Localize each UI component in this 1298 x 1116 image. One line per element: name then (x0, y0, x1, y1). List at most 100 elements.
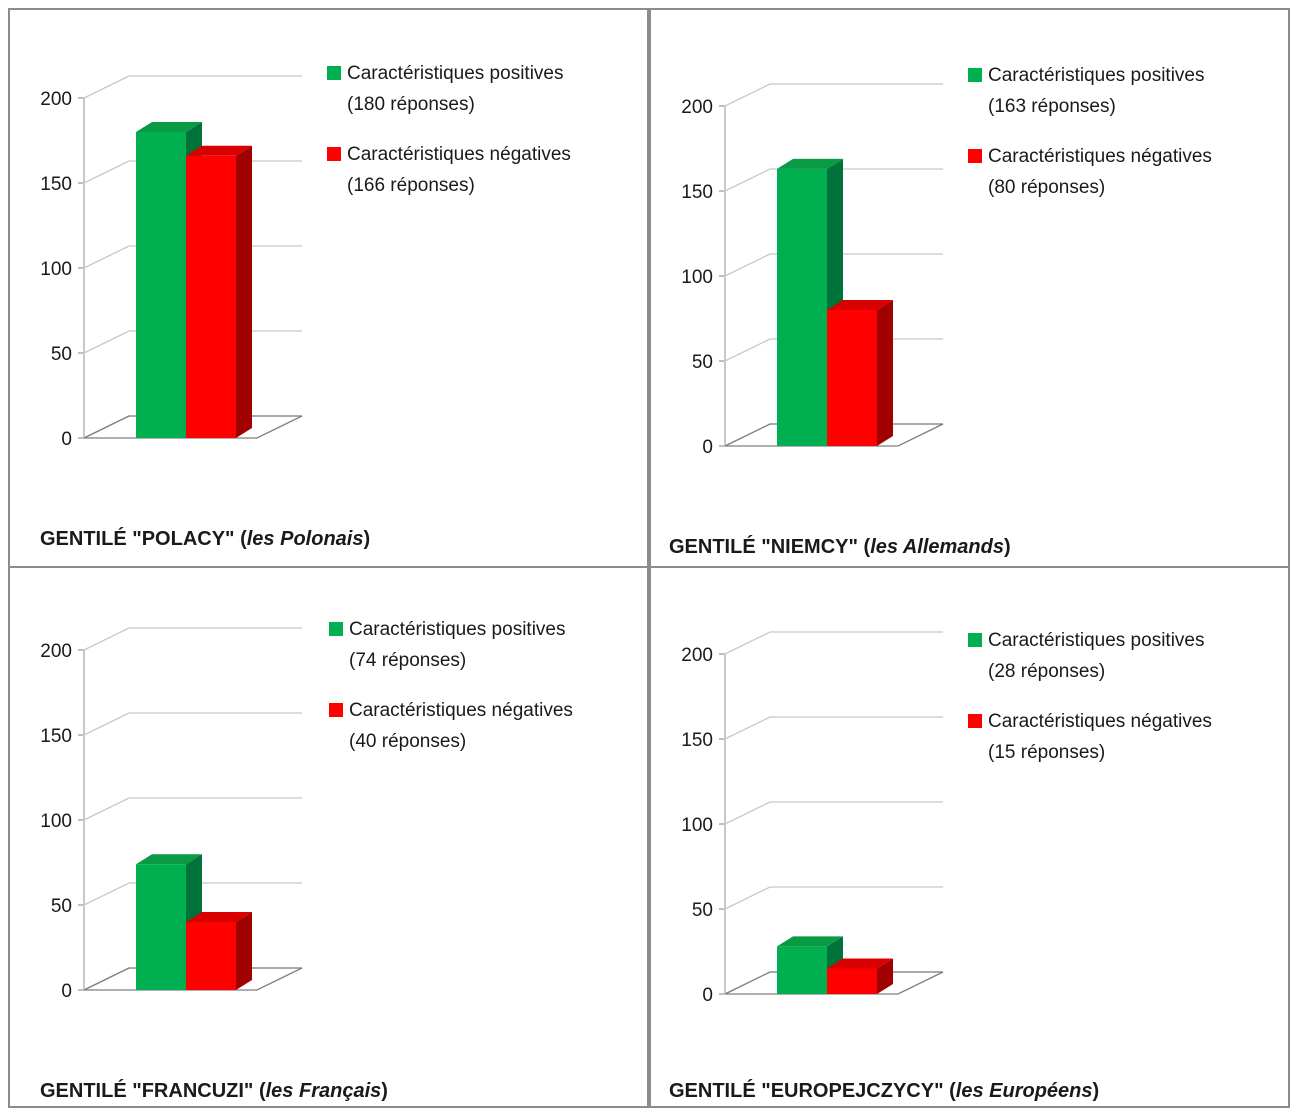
legend-swatch-positive (968, 633, 982, 647)
y-tick-label: 0 (702, 985, 713, 1006)
legend-count-negative: (80 réponses) (988, 172, 1212, 203)
legend-label-negative: Caractéristiques négatives (347, 139, 571, 170)
gridline-side (725, 254, 770, 276)
bar-side (877, 300, 893, 446)
legend-label-negative: Caractéristiques négatives (988, 706, 1212, 737)
legend-count-positive: (163 réponses) (988, 91, 1212, 122)
chart-panel-europejczycy: 0 50 100 150 200 Caractéristiques positives … (649, 566, 1290, 1108)
y-tick-label: 150 (40, 726, 72, 747)
gridline-side (84, 798, 129, 820)
gridline-side (84, 76, 129, 98)
chart-title-suffix: ) (363, 528, 370, 550)
chart-legend: Caractéristiques positives (180 réponses… (327, 58, 571, 220)
chart-legend: Caractéristiques positives (28 réponses)… (968, 625, 1212, 787)
y-tick-label: 0 (61, 981, 72, 1002)
chart-title-prefix: GENTILÉ "EUROPEJCZYCY" ( (669, 1080, 956, 1102)
gridline-side (725, 84, 770, 106)
chart-panel-francuzi: 0 50 100 150 200 Caractéristiques positives … (8, 566, 649, 1108)
bar-side (236, 146, 252, 438)
bar-positive (136, 864, 186, 990)
legend-item-positive: Caractéristiques positives (163 réponses… (968, 60, 1212, 122)
y-tick-label: 200 (40, 641, 72, 662)
legend-item-positive: Caractéristiques positives (74 réponses) (329, 614, 573, 676)
y-tick-label: 100 (681, 267, 713, 288)
legend-item-negative: Caractéristiques négatives (166 réponses… (327, 139, 571, 201)
gridline-side (84, 331, 129, 353)
legend-swatch-negative (327, 147, 341, 161)
bar-negative (186, 156, 236, 438)
bar-negative (186, 922, 236, 990)
legend-item-positive: Caractéristiques positives (28 réponses) (968, 625, 1212, 687)
legend-swatch-positive (329, 622, 343, 636)
chart-legend: Caractéristiques positives (74 réponses)… (329, 614, 573, 776)
chart-title-suffix: ) (1093, 1080, 1100, 1102)
legend-label-positive: Caractéristiques positives (349, 614, 573, 645)
legend-label-positive: Caractéristiques positives (347, 58, 571, 89)
bar-side (236, 912, 252, 990)
gridline-side (84, 713, 129, 735)
gridline-side (725, 339, 770, 361)
chart-title-italic: les Allemands (870, 536, 1004, 558)
y-tick-label: 150 (40, 174, 72, 195)
legend-count-positive: (180 réponses) (347, 89, 571, 120)
legend-swatch-negative (329, 703, 343, 717)
gridline-side (725, 802, 770, 824)
legend-count-negative: (15 réponses) (988, 737, 1212, 768)
legend-item-negative: Caractéristiques négatives (15 réponses) (968, 706, 1212, 768)
chart-title-italic: les Polonais (247, 528, 364, 550)
y-tick-label: 0 (702, 437, 713, 458)
y-tick-label: 200 (40, 89, 72, 110)
chart-title-prefix: GENTILÉ "NIEMCY" ( (669, 536, 870, 558)
legend-label-negative: Caractéristiques négatives (349, 695, 573, 726)
y-tick-label: 50 (51, 344, 72, 365)
y-tick-label: 50 (692, 900, 713, 921)
legend-item-positive: Caractéristiques positives (180 réponses… (327, 58, 571, 120)
gridline-side (725, 717, 770, 739)
chart-panel-niemcy: 0 50 100 150 200 Caractéristiques positives … (649, 8, 1290, 568)
legend-swatch-negative (968, 149, 982, 163)
legend-label-positive: Caractéristiques positives (988, 60, 1212, 91)
y-tick-label: 200 (681, 645, 713, 666)
gridline-side (84, 246, 129, 268)
legend-swatch-positive (968, 68, 982, 82)
chart-title: GENTILÉ "NIEMCY" (les Allemands) (669, 536, 1011, 559)
y-tick-label: 150 (681, 730, 713, 751)
bar-negative (827, 969, 877, 995)
chart-title-italic: les Français (266, 1080, 382, 1102)
chart-title-suffix: ) (381, 1080, 388, 1102)
gridline-side (84, 628, 129, 650)
y-tick-label: 0 (61, 429, 72, 450)
gridline-side (84, 161, 129, 183)
gridline-side (725, 887, 770, 909)
y-tick-label: 200 (681, 97, 713, 118)
legend-count-negative: (166 réponses) (347, 170, 571, 201)
chart-title: GENTILÉ "POLACY" (les Polonais) (40, 528, 370, 551)
chart-legend: Caractéristiques positives (163 réponses… (968, 60, 1212, 222)
bar-positive (777, 169, 827, 446)
chart-title-prefix: GENTILÉ "POLACY" ( (40, 528, 247, 550)
chart-title-suffix: ) (1004, 536, 1011, 558)
bar-positive (777, 946, 827, 994)
chart-panel-polacy: 0 50 100 150 200 Caractéristiques positives … (8, 8, 649, 568)
chart-title: GENTILÉ "EUROPEJCZYCY" (les Européens) (669, 1080, 1099, 1103)
legend-item-negative: Caractéristiques négatives (80 réponses) (968, 141, 1212, 203)
y-tick-label: 150 (681, 182, 713, 203)
legend-label-positive: Caractéristiques positives (988, 625, 1212, 656)
gridline-side (84, 883, 129, 905)
legend-swatch-negative (968, 714, 982, 728)
legend-count-negative: (40 réponses) (349, 726, 573, 757)
chart-title-italic: les Européens (956, 1080, 1093, 1102)
y-tick-label: 100 (40, 259, 72, 280)
gridline-side (725, 632, 770, 654)
legend-count-positive: (28 réponses) (988, 656, 1212, 687)
chart-title-prefix: GENTILÉ "FRANCUZI" ( (40, 1080, 266, 1102)
legend-item-negative: Caractéristiques négatives (40 réponses) (329, 695, 573, 757)
legend-count-positive: (74 réponses) (349, 645, 573, 676)
chart-title: GENTILÉ "FRANCUZI" (les Français) (40, 1080, 388, 1103)
bar-positive (136, 132, 186, 438)
y-tick-label: 100 (40, 811, 72, 832)
gridline-side (725, 169, 770, 191)
legend-swatch-positive (327, 66, 341, 80)
y-tick-label: 100 (681, 815, 713, 836)
y-tick-label: 50 (51, 896, 72, 917)
